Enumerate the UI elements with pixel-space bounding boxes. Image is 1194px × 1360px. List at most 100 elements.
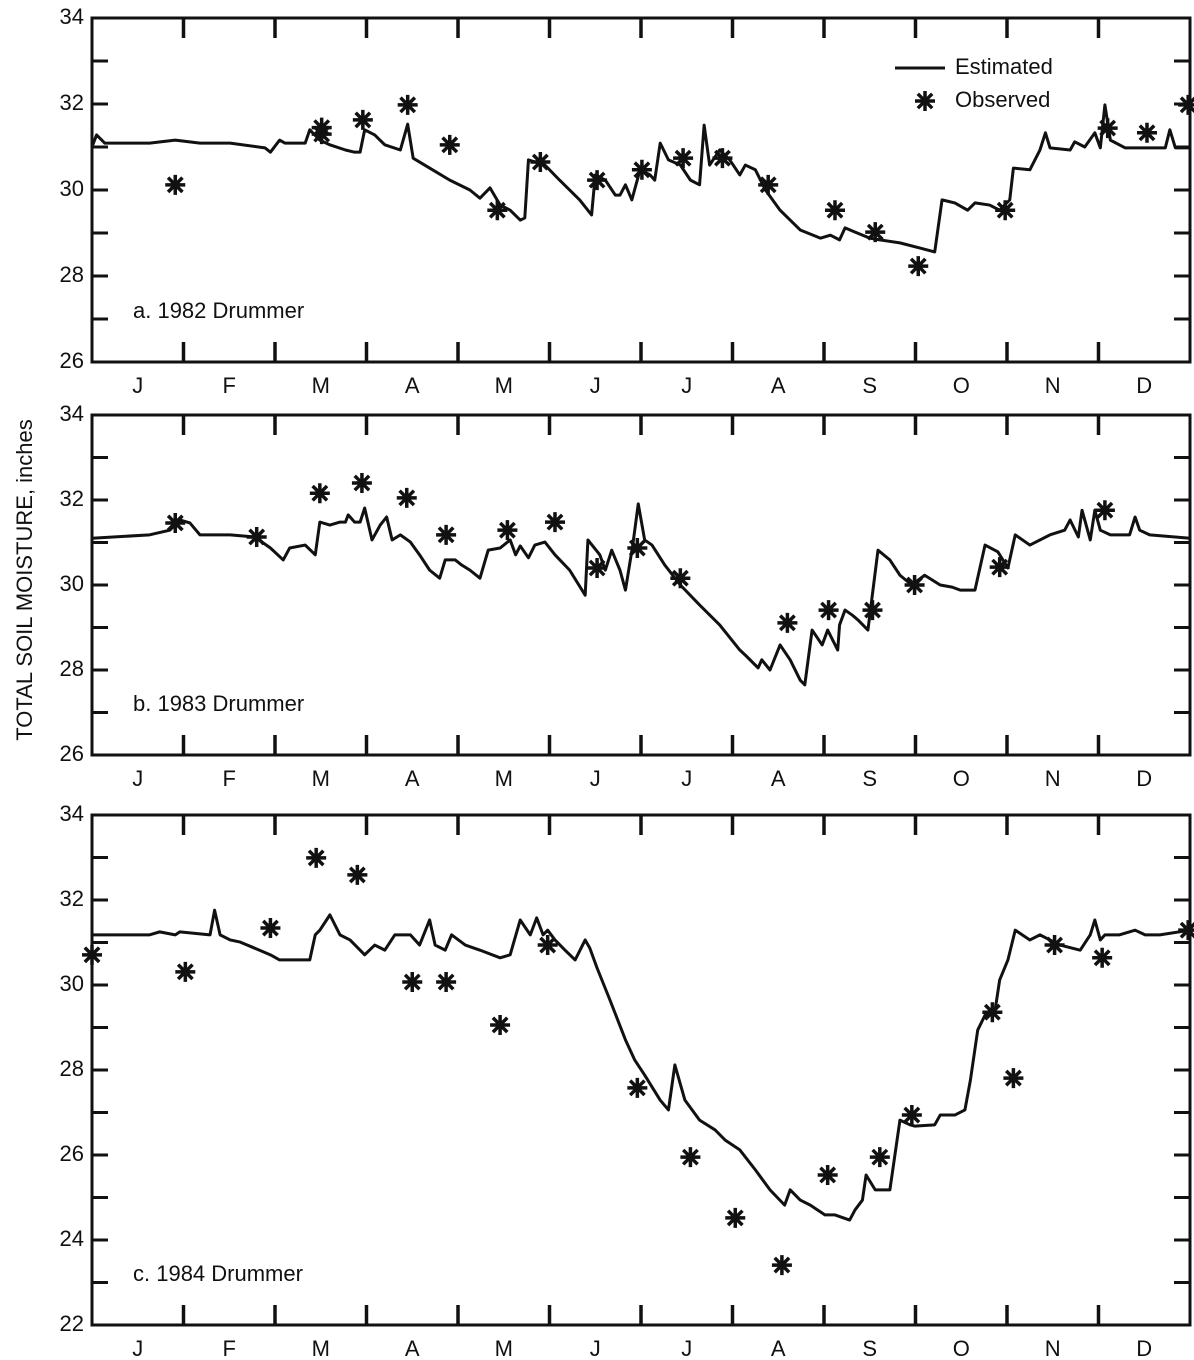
observed-point: [982, 1002, 1003, 1023]
y-tick-label: 28: [60, 1056, 84, 1081]
x-tick-label: N: [1045, 766, 1061, 791]
observed-point: [901, 1105, 922, 1126]
observed-point: [627, 1077, 648, 1098]
x-tick-label: A: [771, 1336, 786, 1360]
observed-point: [777, 612, 798, 633]
observed-point: [680, 1147, 701, 1168]
observed-point: [824, 200, 845, 221]
x-tick-label: M: [495, 766, 513, 791]
panel-label: a. 1982 Drummer: [133, 298, 304, 323]
observed-point: [1178, 94, 1194, 115]
observed-point: [439, 134, 460, 155]
observed-point: [311, 124, 332, 145]
x-tick-label: J: [132, 766, 143, 791]
observed-point: [402, 972, 423, 993]
observed-point: [246, 526, 267, 547]
observed-point: [397, 94, 418, 115]
observed-point: [989, 557, 1010, 578]
x-tick-label: O: [953, 766, 970, 791]
y-tick-label: 30: [60, 176, 84, 201]
observed-point: [1044, 935, 1065, 956]
y-tick-label: 32: [60, 486, 84, 511]
x-tick-label: A: [771, 373, 786, 398]
observed-point: [1092, 947, 1113, 968]
y-tick-label: 26: [60, 348, 84, 373]
x-tick-label: M: [312, 1336, 330, 1360]
estimated-line: [92, 908, 1191, 1222]
y-tick-label: 26: [60, 741, 84, 766]
x-tick-label: D: [1136, 1336, 1152, 1360]
observed-point: [1178, 920, 1194, 941]
panel-label: b. 1983 Drummer: [133, 691, 304, 716]
observed-point: [865, 222, 886, 243]
y-tick-label: 34: [60, 401, 84, 426]
observed-point: [995, 200, 1016, 221]
x-tick-label: M: [312, 373, 330, 398]
observed-point: [725, 1207, 746, 1228]
y-tick-label: 32: [60, 886, 84, 911]
legend-label: Observed: [955, 87, 1050, 112]
observed-point: [771, 1255, 792, 1276]
x-tick-label: O: [953, 373, 970, 398]
observed-point: [537, 935, 558, 956]
x-tick-label: J: [681, 766, 692, 791]
x-tick-label: M: [495, 1336, 513, 1360]
x-tick-label: A: [405, 373, 420, 398]
observed-point: [497, 520, 518, 541]
observed-point: [82, 944, 102, 965]
y-tick-label: 32: [60, 90, 84, 115]
observed-point: [758, 174, 779, 195]
y-tick-label: 28: [60, 262, 84, 287]
panel-label: c. 1984 Drummer: [133, 1261, 303, 1286]
x-tick-label: D: [1136, 766, 1152, 791]
observed-point: [351, 473, 372, 493]
observed-point: [862, 600, 883, 621]
y-tick-label: 22: [60, 1311, 84, 1336]
x-tick-label: S: [862, 373, 877, 398]
legend-marker: [915, 91, 935, 111]
observed-point: [544, 512, 565, 533]
x-tick-label: F: [223, 766, 236, 791]
x-tick-label: M: [312, 766, 330, 791]
observed-point: [530, 152, 551, 173]
x-tick-label: J: [681, 373, 692, 398]
x-tick-label: M: [495, 373, 513, 398]
x-tick-label: J: [132, 1336, 143, 1360]
observed-point: [673, 148, 694, 169]
legend-label: Estimated: [955, 54, 1053, 79]
observed-point: [587, 558, 608, 578]
observed-point: [165, 174, 186, 195]
observed-point: [1003, 1068, 1024, 1089]
observed-point: [904, 575, 925, 595]
y-tick-label: 30: [60, 971, 84, 996]
observed-point: [631, 159, 652, 180]
observed-point: [1094, 500, 1115, 521]
observed-point: [908, 256, 929, 277]
y-tick-label: 34: [60, 4, 84, 29]
observed-point: [306, 847, 327, 868]
x-tick-label: A: [405, 1336, 420, 1360]
observed-point: [396, 487, 417, 508]
observed-point: [347, 864, 368, 885]
observed-point: [487, 200, 508, 221]
y-axis-label: TOTAL SOIL MOISTURE, inches: [12, 419, 37, 741]
x-tick-label: A: [405, 766, 420, 791]
y-tick-label: 34: [60, 801, 84, 826]
x-tick-label: A: [771, 766, 786, 791]
observed-point: [817, 1164, 838, 1185]
observed-point: [260, 918, 281, 939]
observed-point: [490, 1014, 511, 1035]
observed-point: [818, 600, 839, 621]
observed-point: [175, 961, 196, 982]
observed-point: [587, 170, 608, 191]
observed-point: [670, 568, 691, 589]
estimated-line: [91, 502, 1191, 687]
x-tick-label: N: [1045, 1336, 1061, 1360]
x-tick-label: J: [681, 1336, 692, 1360]
x-tick-label: D: [1136, 373, 1152, 398]
observed-point: [309, 483, 330, 504]
observed-point: [1136, 122, 1157, 143]
estimated-line: [90, 103, 1190, 254]
